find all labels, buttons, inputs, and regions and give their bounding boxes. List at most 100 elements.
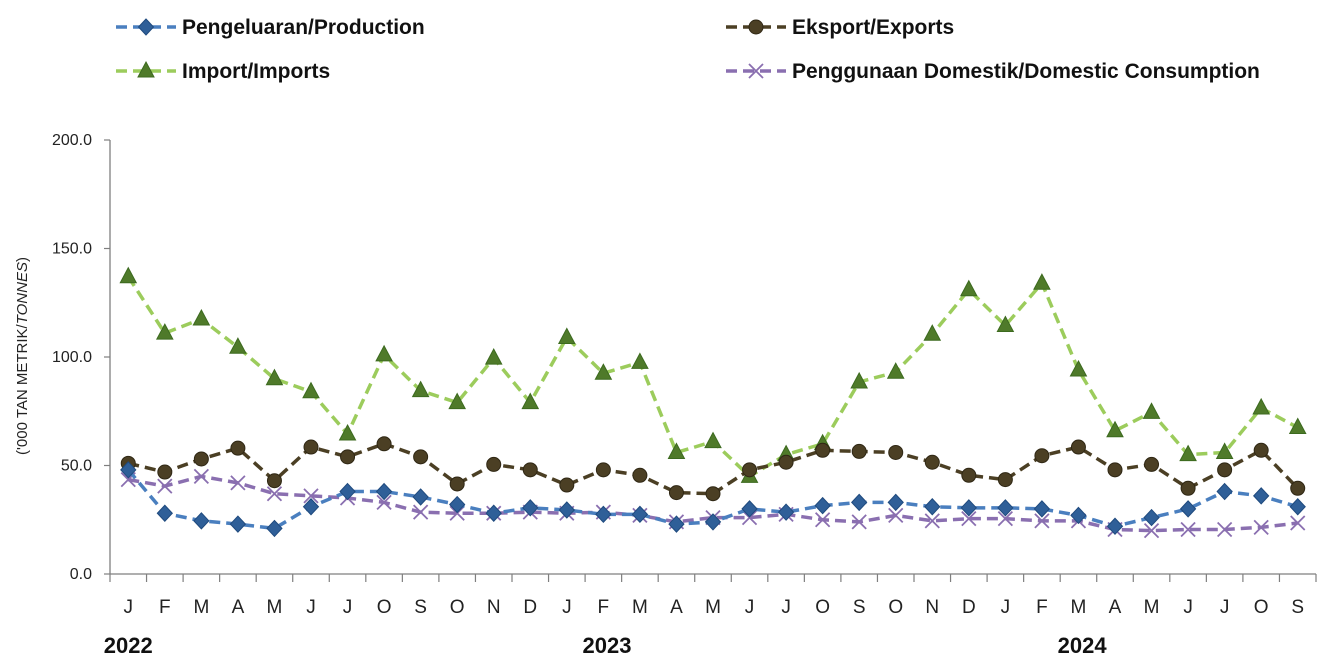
data-point xyxy=(923,324,942,341)
data-point xyxy=(193,468,210,484)
x-tick-label: M xyxy=(267,597,283,618)
data-point xyxy=(1253,442,1269,458)
x-tick-label: M xyxy=(705,597,721,618)
x-tick-label: J xyxy=(745,597,755,618)
data-point xyxy=(924,497,941,516)
x-tick-label: M xyxy=(1071,597,1087,618)
data-point xyxy=(413,449,429,465)
series-circle xyxy=(120,436,1306,502)
y-tick-label: 50.0 xyxy=(61,458,92,475)
data-point xyxy=(522,462,538,478)
data-point xyxy=(120,461,137,479)
data-point xyxy=(997,499,1014,517)
y-tick-label: 150.0 xyxy=(52,241,92,258)
data-point xyxy=(376,436,392,452)
x-tick-label: J xyxy=(124,597,134,618)
data-point xyxy=(594,363,613,380)
data-point xyxy=(1216,482,1233,501)
data-point xyxy=(1179,444,1197,462)
legend-marker xyxy=(748,63,764,79)
data-point xyxy=(1107,462,1123,478)
data-point xyxy=(448,495,466,514)
legend-marker xyxy=(137,18,155,36)
data-point xyxy=(412,488,429,506)
legend-entry: Penggunaan Domestik/Domestic Consumption xyxy=(726,60,1260,83)
data-point xyxy=(229,515,247,533)
legend-label: Penggunaan Domestik/Domestic Consumption xyxy=(792,60,1260,83)
x-tick-label: N xyxy=(487,597,501,618)
x-tick-label: O xyxy=(888,597,903,618)
legend-label: Import/Imports xyxy=(182,60,330,83)
y-tick-label: 100.0 xyxy=(52,349,92,366)
year-label: 2023 xyxy=(583,633,632,657)
data-point xyxy=(1033,500,1051,518)
data-point xyxy=(704,431,722,449)
legend-entry: Pengeluaran/Production xyxy=(116,16,425,39)
data-point xyxy=(742,462,758,478)
data-point xyxy=(1217,462,1233,478)
data-point xyxy=(668,515,685,533)
data-point xyxy=(412,504,429,520)
data-point xyxy=(484,348,503,365)
data-point xyxy=(486,456,502,472)
data-point xyxy=(1252,397,1271,415)
data-point xyxy=(997,472,1013,488)
data-point xyxy=(303,488,319,504)
year-label: 2022 xyxy=(104,633,153,657)
data-point xyxy=(521,392,540,410)
data-point xyxy=(667,442,686,459)
x-tick-label: S xyxy=(414,597,427,618)
data-point xyxy=(1290,515,1306,531)
data-point xyxy=(1290,480,1306,496)
data-point xyxy=(886,362,905,379)
series-triangle xyxy=(119,266,1307,483)
data-point xyxy=(1289,497,1306,516)
data-point xyxy=(850,371,869,389)
data-point xyxy=(741,500,758,518)
legend-label: Eksport/Exports xyxy=(792,16,954,39)
series-diamond xyxy=(120,461,1306,538)
data-point xyxy=(1034,448,1050,464)
data-point xyxy=(705,486,721,502)
data-point xyxy=(266,519,283,538)
data-point xyxy=(156,504,174,522)
x-tick-label: D xyxy=(962,597,976,618)
data-point xyxy=(632,467,648,483)
legend-marker xyxy=(137,60,155,78)
data-point xyxy=(961,467,977,483)
data-point xyxy=(1142,402,1161,419)
data-point xyxy=(1069,359,1088,377)
series-line xyxy=(127,442,1299,496)
legend-entry: Eksport/Exports xyxy=(726,16,954,39)
x-tick-label: F xyxy=(598,597,610,618)
data-point xyxy=(1143,508,1160,527)
data-point xyxy=(595,462,611,478)
data-point xyxy=(850,493,868,512)
data-point xyxy=(888,507,904,524)
data-point xyxy=(961,511,977,527)
data-point xyxy=(1253,519,1269,535)
data-point xyxy=(1252,487,1270,505)
data-point xyxy=(704,513,722,531)
data-point xyxy=(1070,439,1086,455)
y-tick-label: 200.0 xyxy=(52,132,92,149)
data-point xyxy=(376,494,392,511)
data-point xyxy=(157,478,173,494)
data-point xyxy=(448,392,467,410)
data-point xyxy=(559,477,575,493)
data-point xyxy=(375,482,393,501)
data-point xyxy=(1180,521,1196,538)
x-tick-label: J xyxy=(343,597,353,618)
data-point xyxy=(557,327,576,344)
data-point xyxy=(411,380,430,398)
x-tick-label: F xyxy=(159,597,171,618)
data-point xyxy=(1033,273,1051,290)
data-point xyxy=(1144,456,1160,472)
y-axis-label: ('000 TAN METRIK/TONNES) xyxy=(14,257,31,455)
y-tick-label: 0.0 xyxy=(70,566,92,583)
x-tick-label: O xyxy=(815,597,830,618)
x-tick-label: M xyxy=(632,597,648,618)
x-tick-label: S xyxy=(1291,597,1304,618)
data-point xyxy=(340,449,356,465)
